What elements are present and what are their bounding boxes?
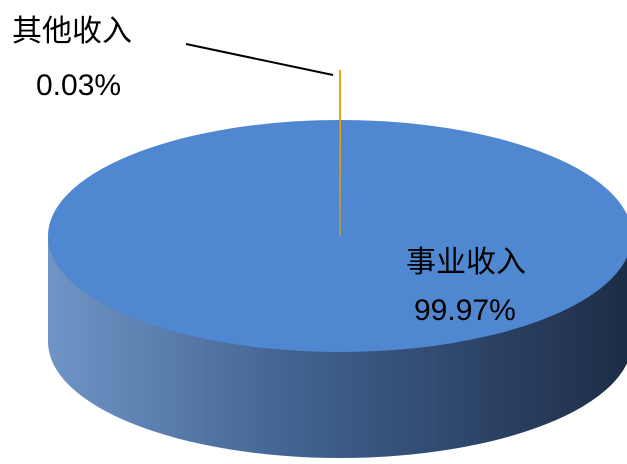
label-shiye-category: 事业收入 [406, 246, 526, 279]
label-shiye-percent: 99.97% [414, 294, 516, 327]
pie-slice-shiye [48, 120, 627, 352]
label-qita-category: 其他收入 [12, 15, 132, 48]
pie-slice-qita [339, 119, 342, 237]
leader-line-qita [185, 43, 334, 76]
label-qita-percent: 0.03% [36, 69, 121, 102]
pie-slice-qita-side [339, 70, 341, 120]
